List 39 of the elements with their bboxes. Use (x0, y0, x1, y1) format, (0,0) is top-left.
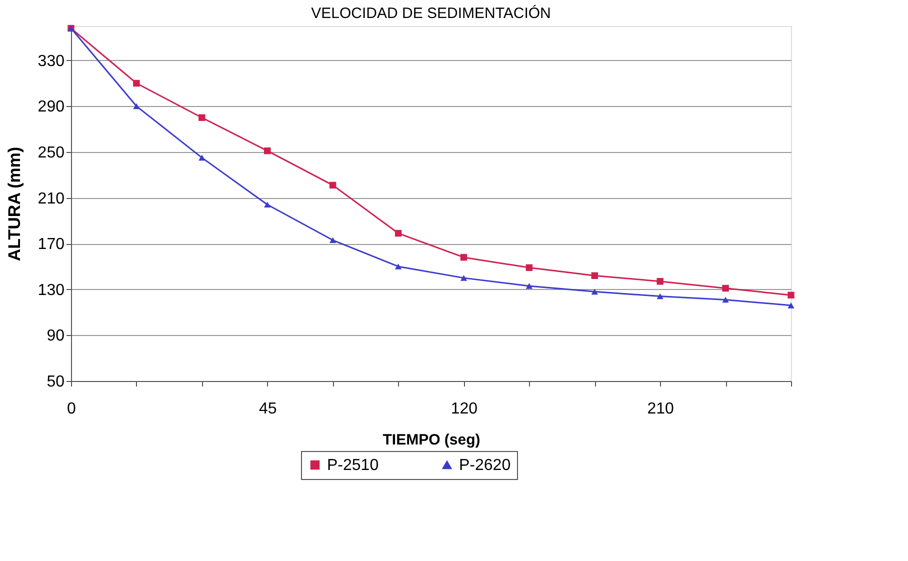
x-tick-label: 120 (450, 400, 478, 418)
y-tick-label: 330 (38, 52, 65, 70)
point (394, 230, 402, 237)
point (656, 293, 664, 300)
point (329, 237, 336, 244)
legend-label: P-2510 (327, 457, 379, 474)
point (198, 154, 206, 161)
y-tick-label: 250 (38, 144, 65, 162)
point (264, 147, 271, 154)
point (788, 302, 794, 308)
y-tick-label: 290 (38, 98, 65, 116)
point (722, 284, 729, 292)
point (394, 264, 402, 270)
y-tick-label: 170 (38, 236, 65, 254)
point (133, 103, 140, 110)
x-tick-label: 210 (647, 400, 674, 418)
point (264, 202, 271, 208)
point (460, 254, 468, 261)
point (591, 272, 598, 279)
point (133, 80, 140, 87)
point (526, 283, 533, 289)
point (526, 264, 533, 271)
x-tick-label: 0 (67, 400, 76, 418)
point (722, 296, 729, 303)
y-tick-label: 210 (38, 190, 65, 208)
point (656, 278, 664, 285)
point (788, 292, 794, 298)
y-tick-label: 90 (46, 328, 65, 345)
y-tick-label: 130 (38, 282, 65, 299)
point (329, 182, 336, 189)
y-axis-title: ALTURA (mm) (4, 146, 24, 262)
point (591, 288, 598, 295)
legend-label: P-2620 (459, 457, 511, 474)
x-tick-label: 45 (258, 400, 277, 418)
point (460, 275, 468, 281)
y-tick-label: 50 (46, 374, 65, 390)
point (198, 114, 206, 121)
x-axis-title: TIEMPO (seg) (382, 432, 480, 448)
chart-title: VELOCIDAD DE SEDIMENTACIÓN (311, 4, 551, 22)
